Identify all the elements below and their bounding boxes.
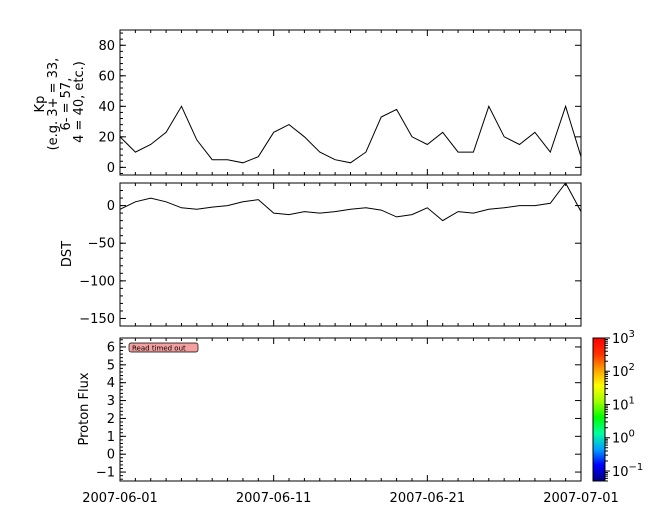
kp-ytick-label-4: 80 — [98, 39, 115, 54]
colorbar-ticks: 103 102 101 100 10−1 — [605, 329, 643, 482]
kp-ylabel-line-1: Kp — [33, 96, 48, 113]
dst-ylabel: DST — [60, 241, 75, 267]
proton-flux-ytick-label-4: 3 — [107, 394, 115, 409]
kp-panel: 0 20 40 60 80 Kp (e.g. 3+ = 33, 6- = 57, 4 =… — [33, 29, 582, 176]
kp-ylabel: Kp (e.g. 3+ = 33, 6- = 57, 4 = 40, etc.) — [33, 54, 87, 151]
proton-flux-panel: −1 0 1 2 3 4 5 6 Proton Flux Read timed out 200… — [77, 337, 619, 506]
kp-ylabel-line-2: (e.g. 3+ = 33, — [46, 58, 61, 151]
read-timed-out-badge-text: Read timed out — [132, 345, 186, 353]
proton-flux-ytick-label-5: 4 — [107, 376, 115, 391]
x-tick-labels: 2007-06-01 2007-06-11 2007-06-21 2007-07-01 — [82, 491, 619, 506]
proton-flux-ytick-label-2: 1 — [107, 430, 115, 445]
dst-ytick-label-2: −100 — [79, 274, 115, 289]
dst-y-ticks: 0 −50 −100 −150 — [79, 182, 581, 327]
kp-ytick-label-3: 60 — [98, 69, 115, 84]
kp-ytick-label-1: 20 — [98, 130, 115, 145]
kp-ylabel-line-3: 6- = 57, — [59, 78, 74, 131]
proton-flux-ytick-label-6: 5 — [107, 358, 115, 373]
colorbar-tick-label-1: 102 — [612, 362, 635, 380]
read-timed-out-badge-box — [128, 342, 199, 353]
kp-y-ticks: 0 20 40 60 80 — [98, 32, 581, 176]
dst-x-ticks — [119, 183, 582, 326]
colorbar-tick-label-2: 101 — [612, 395, 635, 413]
kp-x-ticks — [119, 30, 582, 175]
kp-series-line — [120, 104, 581, 164]
dst-series-line — [120, 183, 581, 222]
xtick-label-2: 2007-06-21 — [390, 491, 466, 506]
proton-flux-x-ticks — [119, 338, 582, 481]
dst-plot-frame — [119, 182, 582, 327]
proton-flux-ylabel: Proton Flux — [77, 372, 92, 445]
kp-plot-frame — [119, 29, 582, 176]
proton-flux-ytick-label-3: 2 — [107, 412, 115, 427]
dst-ytick-label-3: −150 — [79, 312, 115, 327]
proton-flux-ytick-label-0: −1 — [96, 466, 115, 481]
colorbar: 103 102 101 100 10−1 — [592, 329, 643, 482]
proton-flux-plot-frame — [119, 337, 582, 482]
xtick-label-1: 2007-06-11 — [236, 491, 312, 506]
read-timed-out-badge: Read timed out — [128, 342, 199, 353]
colorbar-tick-label-0: 103 — [612, 329, 635, 347]
proton-flux-y-ticks: −1 0 1 2 3 4 5 6 — [96, 339, 581, 481]
proton-flux-ytick-label-7: 6 — [107, 340, 115, 355]
dst-ytick-label-0: 0 — [107, 199, 115, 214]
colorbar-tick-label-3: 100 — [612, 429, 635, 447]
dst-ytick-label-1: −50 — [88, 237, 115, 252]
dst-panel: 0 −50 −100 −150 DST — [60, 182, 582, 327]
colorbar-gradient — [592, 337, 606, 482]
kp-ytick-label-2: 40 — [98, 100, 115, 115]
proton-flux-ytick-label-1: 0 — [107, 448, 115, 463]
colorbar-tick-label-4: 10−1 — [612, 462, 643, 480]
kp-ytick-label-0: 0 — [107, 161, 115, 176]
xtick-label-3: 2007-07-01 — [543, 491, 619, 506]
xtick-label-0: 2007-06-01 — [82, 491, 158, 506]
kp-ylabel-line-4: 4 = 40, etc.) — [72, 61, 87, 143]
